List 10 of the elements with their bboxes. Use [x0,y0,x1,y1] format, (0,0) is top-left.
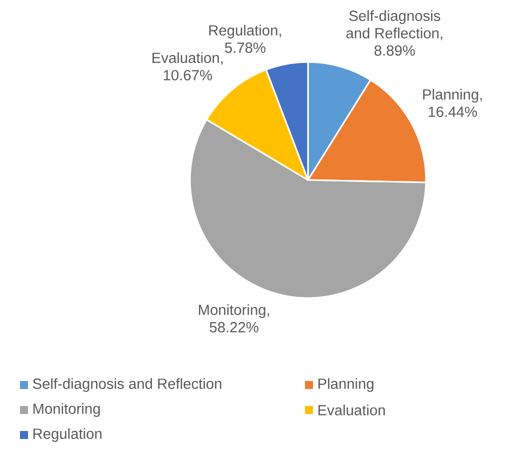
legend-label: Evaluation [318,404,385,416]
legend-label: Planning [318,378,374,392]
legend-label: Self-diagnosis and Reflection [32,378,222,392]
data-label: Monitoring, 58.22% [198,304,269,332]
data-label: Planning, 16.44% [423,88,482,118]
legend-label: Regulation [33,428,102,442]
legend-label: Monitoring [33,403,100,417]
data-label: Regulation, 5.78% [209,24,281,53]
data-label: Self-diagnosis and Reflection, 8.89% [346,10,442,56]
data-label: Evaluation, 10.67% [152,52,223,80]
